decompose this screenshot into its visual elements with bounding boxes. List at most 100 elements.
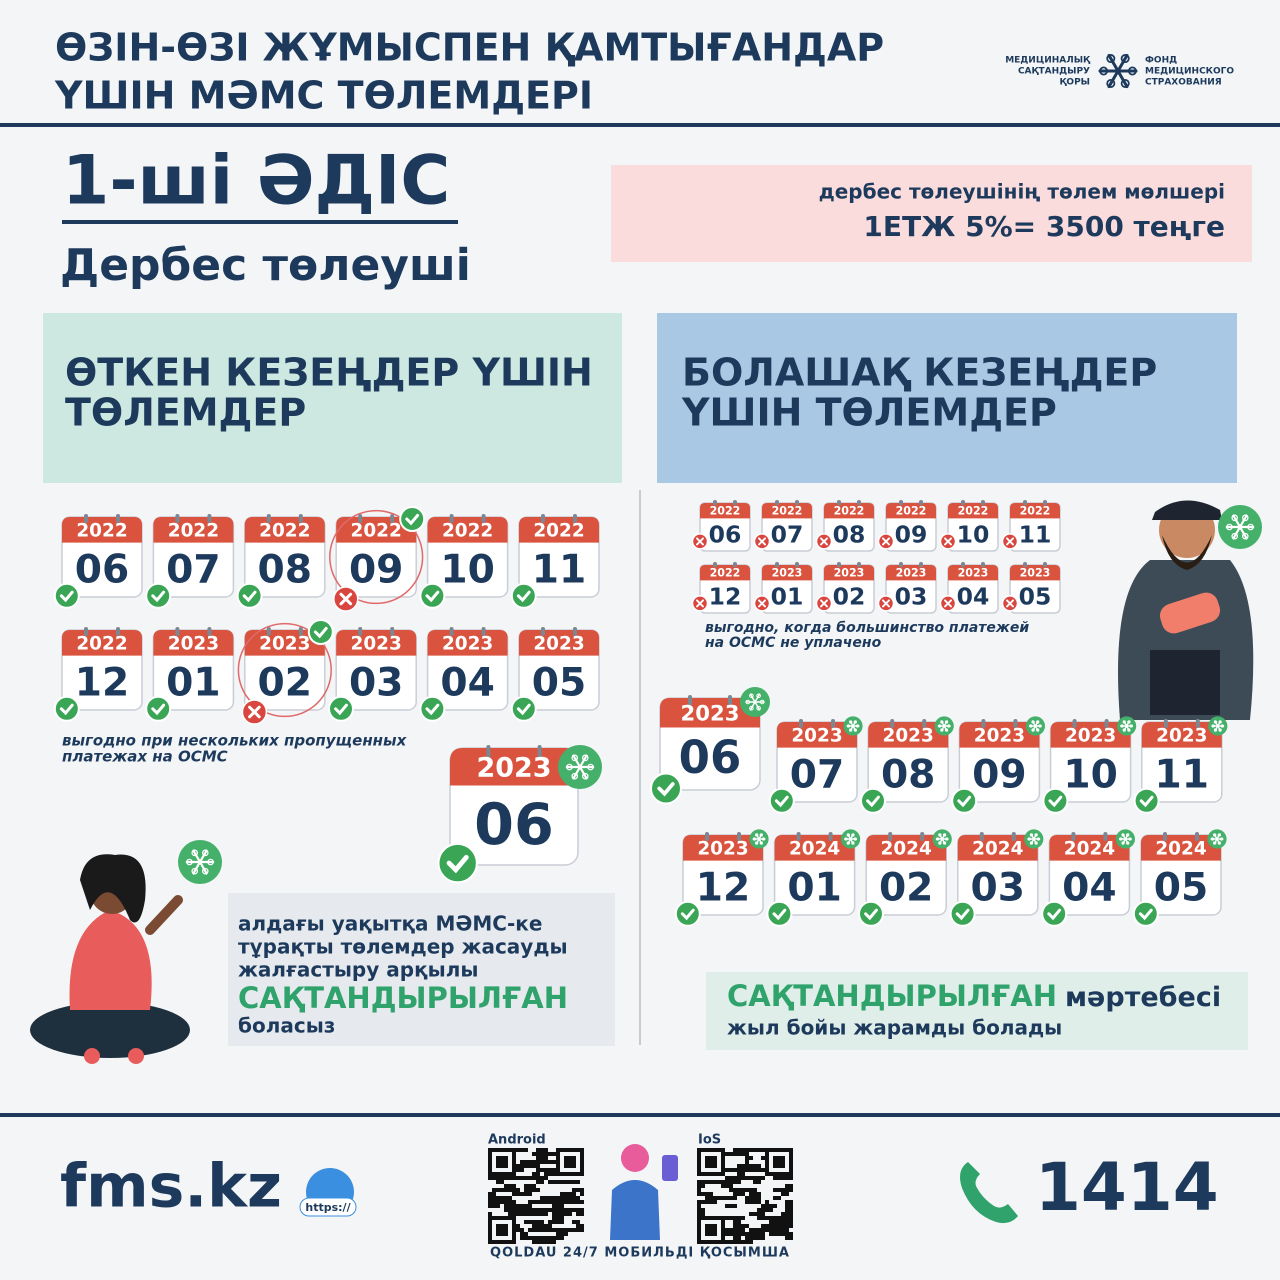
fund-badge — [755, 841, 759, 845]
qr-cell — [488, 1224, 492, 1228]
calendar-month: 03 — [895, 582, 928, 610]
qr-cell — [520, 1228, 524, 1232]
calendar-ring — [537, 745, 542, 759]
fund-badge — [849, 833, 855, 840]
qr-cell — [552, 1196, 556, 1200]
qr-cell — [733, 1180, 737, 1184]
cross-icon — [758, 537, 766, 546]
qr-cell — [713, 1172, 717, 1176]
qr-cell — [701, 1148, 705, 1152]
qr-cell — [761, 1216, 765, 1220]
qr-cell — [552, 1228, 556, 1232]
qr-cell — [761, 1232, 765, 1236]
qr-cell — [568, 1172, 572, 1176]
qr-cell — [508, 1172, 512, 1176]
qr-cell — [769, 1204, 773, 1208]
header-title: ӨЗІН-ӨЗІ ЖҰМЫСПЕН ҚАМТЫҒАНДАР — [55, 26, 884, 70]
qr-cell — [488, 1240, 492, 1244]
qr-cell — [544, 1236, 548, 1240]
fund-badge — [1034, 720, 1040, 727]
payment-line: дербес төлеушінің төлем мөлшері — [819, 180, 1225, 204]
qr-cell — [512, 1176, 516, 1180]
fund-badge — [1036, 720, 1040, 724]
qr-cell — [749, 1232, 753, 1236]
calendar-header — [244, 630, 325, 656]
fund-badge — [1128, 837, 1132, 841]
fund-badge — [1238, 514, 1248, 529]
qr-cell — [536, 1164, 540, 1168]
fund-badge — [1031, 720, 1035, 724]
qr-cell — [572, 1156, 576, 1160]
check-icon — [437, 842, 478, 884]
calendar-ring — [486, 745, 491, 759]
qr-cell — [709, 1172, 713, 1176]
qr-cell — [496, 1156, 500, 1160]
fund-badge — [1217, 833, 1221, 837]
qr-cell — [508, 1204, 512, 1208]
qr-cell — [516, 1192, 520, 1196]
calendar-header — [427, 630, 508, 656]
qr-cell — [548, 1208, 552, 1212]
qr-cell — [757, 1148, 761, 1152]
qr-cell — [488, 1192, 492, 1196]
qr-cell — [773, 1232, 777, 1236]
qr-cell — [548, 1240, 552, 1244]
qr-cell — [548, 1220, 552, 1224]
qr-cell — [552, 1152, 556, 1156]
fund-badge — [1216, 833, 1221, 840]
calendar-ring — [1013, 719, 1018, 728]
qr-cell — [789, 1168, 793, 1172]
calendar-ring — [920, 832, 925, 841]
qr-cell — [709, 1232, 713, 1236]
qr-cell — [725, 1204, 729, 1208]
qr-cell — [496, 1188, 500, 1192]
fund-badge — [749, 705, 754, 711]
fund-badge — [1121, 833, 1125, 837]
past-info-box — [228, 893, 615, 1046]
qr-cell — [540, 1200, 544, 1204]
qr-cell — [520, 1192, 524, 1196]
qr-cell — [709, 1216, 713, 1220]
fund-badge — [1213, 720, 1218, 724]
fund-badge — [940, 720, 944, 724]
cross-icon — [1006, 537, 1014, 546]
qr-cell — [753, 1168, 757, 1172]
qr-cell — [753, 1176, 757, 1180]
globe-icon — [299, 1168, 357, 1217]
qr-cell — [576, 1172, 580, 1176]
fund-badge — [755, 833, 759, 837]
calendar-header — [824, 565, 874, 581]
qr-cell — [753, 1212, 757, 1216]
header-title: ҮШІН МӘМС ТӨЛЕМДЕРІ — [54, 74, 593, 118]
calendar-year: 2023 — [697, 838, 748, 859]
qr-cell — [536, 1224, 540, 1228]
qr-cell — [721, 1196, 725, 1200]
qr-cell — [540, 1224, 544, 1228]
calendar-year: 2023 — [834, 567, 865, 580]
qr-cell — [496, 1164, 500, 1168]
qr-cell — [705, 1156, 709, 1160]
qr-cell — [757, 1212, 761, 1216]
logo-mark — [1099, 66, 1109, 76]
calendar-year: 2023 — [772, 567, 803, 580]
qr-cell — [512, 1164, 516, 1168]
qr-cell — [500, 1148, 504, 1152]
status-text: САҚТАНДЫРЫЛҒАН мәртебесі — [727, 979, 1221, 1013]
fund-badge — [938, 833, 943, 840]
qr-cell — [725, 1180, 729, 1184]
qr-cell — [512, 1200, 516, 1204]
calendar-header — [62, 517, 142, 543]
calendar-month: 07 — [166, 547, 221, 592]
calendar-ring — [1072, 719, 1077, 728]
fund-badge — [1127, 728, 1131, 732]
qr-cell — [512, 1152, 516, 1156]
check-icon — [955, 908, 970, 921]
fund-badge — [844, 837, 848, 841]
calendar-ring — [831, 719, 835, 728]
qr-cell — [741, 1216, 745, 1220]
qr-cell — [536, 1176, 540, 1180]
calendar-month: 03 — [349, 660, 404, 705]
qr-cell — [765, 1152, 769, 1156]
qr-cell — [753, 1196, 757, 1200]
qr-cell — [765, 1160, 769, 1164]
